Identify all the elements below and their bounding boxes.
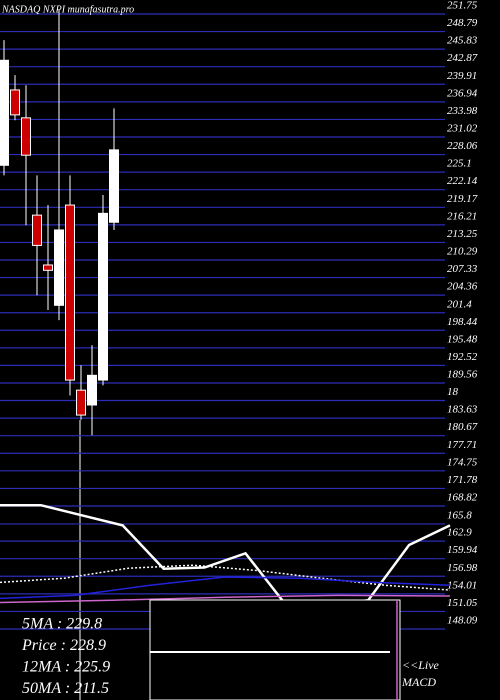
- y-tick-label: 177.71: [447, 439, 477, 451]
- candle-body: [87, 374, 97, 406]
- candle-body: [10, 89, 20, 116]
- y-tick-label: 236.94: [447, 87, 478, 99]
- candle-body: [65, 204, 75, 381]
- y-tick-label: 183.63: [447, 404, 478, 416]
- candle-body: [32, 214, 42, 246]
- y-tick-label: 242.87: [447, 52, 478, 64]
- y-tick-label: 207.33: [447, 263, 478, 275]
- y-tick-label: 251.75: [447, 0, 478, 12]
- y-tick-label: 245.83: [447, 35, 478, 47]
- y-tick-label: 171.78: [447, 474, 478, 486]
- y-tick-label: 216.21: [447, 210, 477, 222]
- macd-label: MACD: [401, 675, 436, 689]
- indicator-line: [0, 576, 451, 600]
- info-line: Price : 228.9: [21, 637, 106, 654]
- y-tick-label: 231.02: [447, 123, 478, 135]
- indicator-line: [0, 594, 451, 604]
- y-tick-label: 248.79: [447, 17, 478, 29]
- y-tick-label: 18: [447, 386, 459, 398]
- candle-body: [54, 229, 64, 306]
- candle-body: [0, 59, 9, 166]
- candle-body: [76, 389, 86, 416]
- y-tick-label: 228.06: [447, 140, 478, 152]
- y-tick-label: 159.94: [447, 544, 478, 556]
- y-tick-label: 204.36: [447, 281, 478, 293]
- macd-label: <<Live: [402, 658, 440, 672]
- y-tick-label: 168.82: [447, 492, 478, 504]
- macd-box: [149, 599, 401, 700]
- y-tick-label: 219.17: [447, 193, 478, 205]
- y-tick-label: 189.56: [447, 368, 478, 380]
- chart-title: NASDAQ NXPI munafasutra.pro: [1, 4, 134, 15]
- indicator-line: [0, 564, 451, 591]
- info-line: 5MA : 229.8: [22, 616, 102, 633]
- y-tick-label: 201.4: [447, 298, 472, 310]
- y-tick-label: 154.01: [447, 579, 477, 591]
- candle-body: [98, 212, 108, 381]
- candle-body: [43, 264, 53, 271]
- candle-body: [109, 149, 119, 223]
- y-tick-label: 222.14: [447, 175, 478, 187]
- candle-body: [21, 117, 31, 156]
- info-line: 12MA : 225.9: [22, 659, 110, 676]
- y-tick-label: 210.29: [447, 246, 478, 258]
- y-tick-label: 156.98: [447, 562, 478, 574]
- y-tick-label: 225.1: [447, 158, 472, 170]
- y-tick-label: 174.75: [447, 456, 478, 468]
- y-tick-label: 213.25: [447, 228, 478, 240]
- y-tick-label: 198.44: [447, 316, 478, 328]
- y-tick-label: 192.52: [447, 351, 478, 363]
- y-tick-label: 233.98: [447, 105, 478, 117]
- y-tick-label: 165.8: [447, 509, 472, 521]
- y-tick-label: 148.09: [447, 615, 478, 627]
- y-tick-label: 195.48: [447, 333, 478, 345]
- y-tick-label: 162.9: [447, 527, 472, 539]
- indicator-line: [0, 503, 451, 607]
- y-tick-label: 239.91: [447, 70, 477, 82]
- y-tick-label: 180.67: [447, 421, 478, 433]
- info-line: 50MA : 211.5: [22, 680, 109, 697]
- y-tick-label: 151.05: [447, 597, 478, 609]
